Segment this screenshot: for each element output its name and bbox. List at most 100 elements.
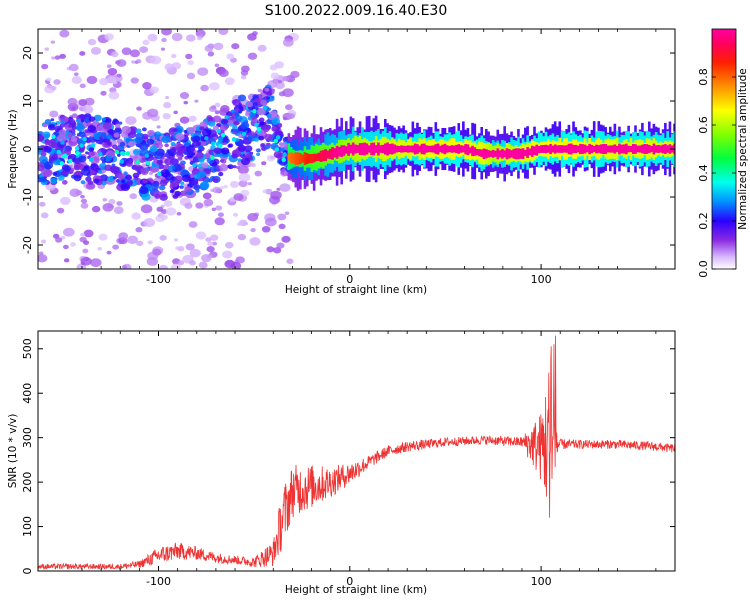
heatmap-hotspot [82, 136, 87, 142]
heatmap-speckle [107, 67, 118, 76]
heatmap-speckle [212, 241, 218, 246]
heatmap-speckle [140, 204, 153, 214]
heatmap-band-cell [485, 149, 488, 159]
heatmap-speckle [233, 212, 239, 217]
heatmap-band-cell [354, 144, 357, 154]
heatmap-speckle [201, 254, 212, 263]
heatmap-blob [58, 175, 65, 181]
heatmap-speckle [171, 32, 183, 42]
heatmap-blob [110, 166, 120, 174]
heatmap-blob [43, 123, 48, 128]
x-tick-label: 100 [531, 575, 552, 588]
heatmap-hotspot [231, 137, 237, 142]
heatmap-blob [237, 158, 242, 162]
heatmap-blob [139, 167, 149, 176]
heatmap-blob [213, 147, 222, 155]
heatmap-speckle [160, 214, 168, 221]
heatmap-blob [266, 113, 272, 119]
heatmap-speckle [87, 38, 97, 46]
heatmap-speckle [86, 182, 96, 190]
y-tick-label: 100 [21, 516, 34, 537]
heatmap-hotspot [204, 136, 209, 141]
heatmap-blob [98, 169, 103, 174]
heatmap-band-cell [294, 152, 298, 165]
heatmap-band-cell [450, 145, 454, 153]
heatmap-speckle [49, 110, 59, 118]
heatmap-blob [149, 145, 158, 153]
heatmap-blob [73, 164, 81, 171]
colorbar-tick-label: 0.6 [697, 116, 710, 134]
y-tick-label: 200 [21, 472, 34, 493]
heatmap-band-cell [361, 142, 364, 156]
heatmap-band-cell [377, 142, 380, 156]
heatmap-speckle [59, 29, 70, 38]
heatmap-band-cell [379, 145, 383, 153]
heatmap-speckle [142, 39, 150, 46]
heatmap-speckle [185, 34, 196, 42]
heatmap-band-cell [441, 144, 444, 154]
spectrogram-xlabel: Height of straight line (km) [285, 284, 427, 296]
heatmap-band-cell [496, 148, 500, 160]
heatmap-blob [184, 142, 190, 147]
heatmap-band-cell [622, 144, 626, 154]
heatmap-speckle [207, 241, 214, 246]
heatmap-speckle [131, 60, 136, 64]
heatmap-band-cell [310, 154, 314, 164]
heatmap-blob [253, 118, 258, 123]
heatmap-speckle [247, 212, 259, 222]
heatmap-band-cell [342, 145, 346, 156]
heatmap-speckle [237, 165, 249, 175]
heatmap-band-cell [425, 145, 428, 153]
heatmap-blob [158, 184, 166, 191]
heatmap-hotspot [218, 143, 223, 149]
heatmap-hotspot [192, 163, 197, 168]
heatmap-blob [193, 184, 201, 191]
heatmap-hotspot [144, 153, 149, 158]
heatmap-speckle [90, 258, 102, 268]
heatmap-band-cell [406, 145, 410, 153]
heatmap-band-cell [560, 145, 564, 153]
heatmap-speckle [173, 110, 178, 115]
heatmap-speckle [83, 240, 90, 245]
heatmap-blob [177, 146, 186, 154]
heatmap-blob [39, 176, 47, 183]
heatmap-hotspot [220, 133, 226, 138]
heatmap-band-cell [315, 153, 318, 162]
heatmap-speckle [139, 46, 149, 53]
heatmap-blob [219, 124, 228, 132]
heatmap-band-cell [618, 143, 621, 155]
heatmap-band-cell [351, 142, 355, 156]
heatmap-speckle [63, 227, 75, 237]
x-tick-label: 0 [346, 273, 353, 286]
heatmap-band-cell [549, 143, 552, 155]
heatmap-speckle [189, 248, 201, 258]
heatmap-band-cell [471, 145, 474, 157]
heatmap-band-cell [530, 145, 534, 157]
heatmap-speckle [62, 244, 69, 250]
heatmap-speckle [261, 161, 267, 166]
heatmap-blob [201, 162, 209, 168]
heatmap-speckle [90, 47, 102, 55]
heatmap-band-cell [338, 146, 341, 157]
heatmap-band-cell [542, 145, 545, 153]
heatmap-band-cell [567, 143, 571, 155]
heatmap-blob [101, 181, 107, 186]
heatmap-speckle [187, 60, 194, 66]
heatmap-blob [266, 96, 270, 100]
heatmap-speckle [165, 207, 177, 216]
heatmap-speckle [214, 217, 225, 226]
heatmap-band-cell [370, 142, 373, 156]
heatmap-speckle [121, 265, 127, 269]
heatmap-band-cell [489, 150, 493, 157]
heatmap-blob [146, 138, 155, 145]
heatmap-speckle [196, 36, 203, 41]
heatmap-blob [233, 120, 240, 126]
heatmap-blob [87, 180, 94, 185]
heatmap-speckle [86, 75, 98, 85]
heatmap-blob [125, 160, 133, 167]
heatmap-hotspot [88, 157, 94, 162]
heatmap-speckle [282, 75, 290, 82]
heatmap-blob [44, 139, 51, 146]
heatmap-blob [262, 125, 268, 130]
heatmap-band-cell [540, 145, 543, 153]
